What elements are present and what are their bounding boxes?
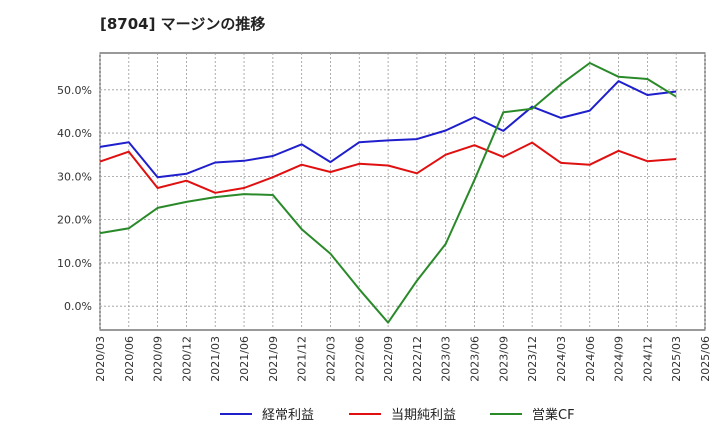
x-tick-label: 2021/12 xyxy=(296,336,309,382)
y-tick-label: 30.0% xyxy=(57,170,92,183)
legend-label-1: 当期純利益 xyxy=(391,408,456,423)
plot-area xyxy=(99,52,706,331)
x-tick-label: 2021/06 xyxy=(238,336,251,382)
legend: 経常利益 当期純利益 営業CF xyxy=(220,407,575,423)
x-tick-label: 2021/03 xyxy=(209,336,222,382)
series-line-1 xyxy=(99,141,677,194)
y-tick-label: 20.0% xyxy=(57,214,92,227)
x-tick-label: 2025/06 xyxy=(699,336,712,382)
series-line-0 xyxy=(99,80,677,179)
x-tick-label: 2020/09 xyxy=(152,336,165,382)
legend-label-0: 経常利益 xyxy=(262,408,314,423)
x-tick-label: 2021/09 xyxy=(267,336,280,382)
gridlines xyxy=(99,53,706,330)
y-tick-label: 10.0% xyxy=(57,257,92,270)
x-tick-label: 2022/12 xyxy=(411,336,424,382)
chart-title: [8704] マージンの推移 xyxy=(100,15,266,33)
x-tick-label: 2024/06 xyxy=(584,336,597,382)
y-tick-label: 50.0% xyxy=(57,84,92,97)
plot-frame xyxy=(99,52,706,331)
x-tick-label: 2020/12 xyxy=(180,336,193,382)
x-tick-label: 2023/09 xyxy=(497,336,510,382)
y-tick-label: 0.0% xyxy=(64,300,92,313)
x-tick-label: 2022/06 xyxy=(353,336,366,382)
x-tick-label: 2023/03 xyxy=(440,336,453,382)
legend-label-2: 営業CF xyxy=(532,407,575,423)
series-line-2 xyxy=(99,62,677,324)
x-axis-tick-labels: 2020/03 2020/06 2020/09 2020/12 2021/03 2021/… xyxy=(94,336,712,382)
x-tick-label: 2022/09 xyxy=(382,336,395,382)
y-axis-tick-labels: 0.0% 10.0% 20.0% 30.0% 40.0% 50.0% xyxy=(57,84,92,313)
x-tick-label: 2023/06 xyxy=(469,336,482,382)
x-tick-label: 2024/03 xyxy=(555,336,568,382)
x-tick-label: 2023/12 xyxy=(526,336,539,382)
series-lines xyxy=(99,62,677,324)
x-tick-label: 2022/03 xyxy=(324,336,337,382)
x-tick-label: 2020/06 xyxy=(123,336,136,382)
x-tick-label: 2024/09 xyxy=(613,336,626,382)
x-tick-label: 2024/12 xyxy=(641,336,654,382)
y-tick-label: 40.0% xyxy=(57,127,92,140)
x-tick-label: 2025/03 xyxy=(670,336,683,382)
x-tick-label: 2020/03 xyxy=(94,336,107,382)
